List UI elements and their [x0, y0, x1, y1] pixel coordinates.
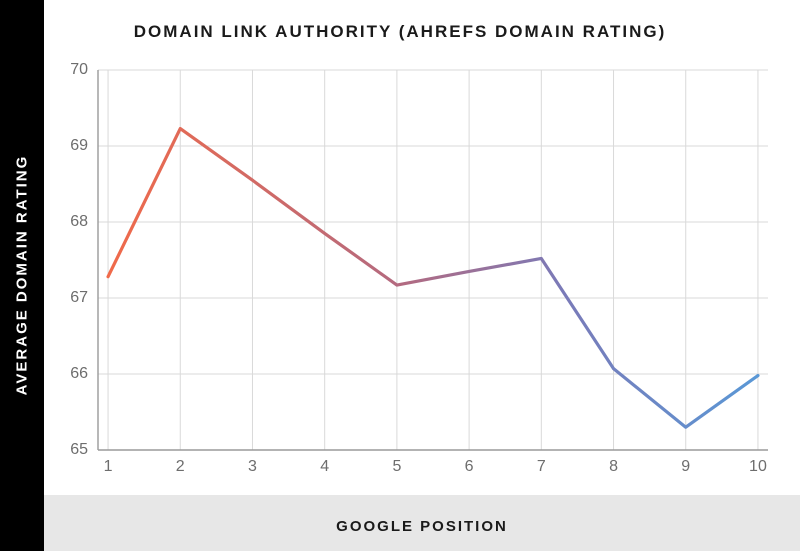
y-tick: 68 [70, 213, 98, 231]
x-tick: 1 [104, 450, 113, 476]
x-tick: 7 [537, 450, 546, 476]
x-tick: 9 [681, 450, 690, 476]
chart-title: DOMAIN LINK AUTHORITY (AHREFS DOMAIN RAT… [0, 22, 800, 42]
y-tick: 66 [70, 365, 98, 383]
y-axis-label: AVERAGE DOMAIN RATING [14, 155, 31, 396]
y-tick: 70 [70, 61, 98, 79]
y-tick: 67 [70, 289, 98, 307]
x-tick: 8 [609, 450, 618, 476]
x-axis-label: GOOGLE POSITION [44, 518, 800, 535]
x-tick: 6 [465, 450, 474, 476]
y-tick: 69 [70, 137, 98, 155]
x-tick: 10 [749, 450, 767, 476]
y-axis-sidebar: AVERAGE DOMAIN RATING [0, 0, 44, 551]
y-tick: 65 [70, 441, 98, 459]
x-tick: 4 [320, 450, 329, 476]
data-line [108, 129, 758, 428]
x-tick: 5 [392, 450, 401, 476]
x-tick: 2 [176, 450, 185, 476]
plot-area: 65666768697012345678910 [98, 70, 768, 450]
x-tick: 3 [248, 450, 257, 476]
